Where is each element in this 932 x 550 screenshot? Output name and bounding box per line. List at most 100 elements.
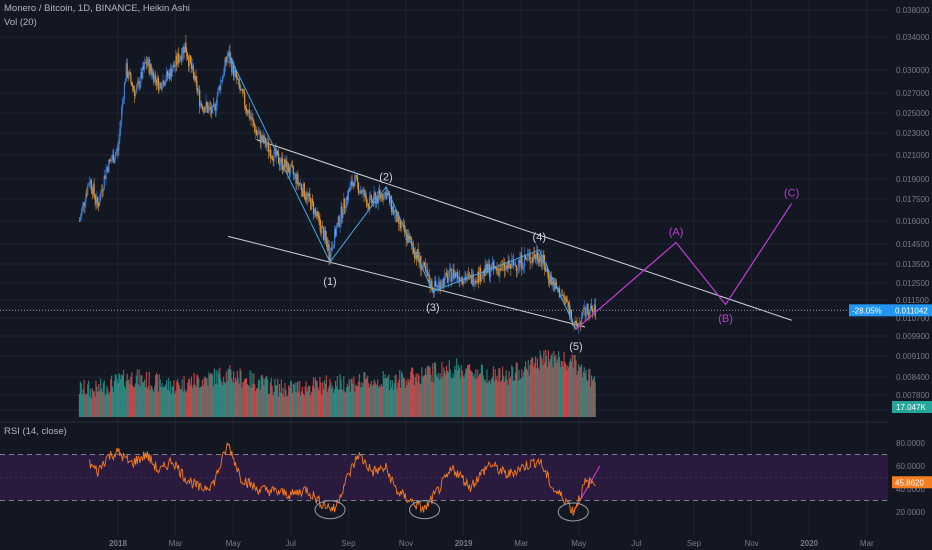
volume-bar-63 bbox=[136, 369, 138, 417]
candle-body-120 bbox=[188, 55, 191, 67]
volume-bar-119 bbox=[188, 378, 190, 417]
candle-body-413 bbox=[457, 276, 460, 278]
candle-body-346 bbox=[396, 214, 398, 223]
candle-body-306 bbox=[359, 190, 361, 192]
rsi-circle-1 bbox=[409, 500, 441, 520]
volume-bar-343 bbox=[393, 383, 395, 417]
candle-body-408 bbox=[453, 268, 455, 279]
volume-bar-209 bbox=[270, 377, 272, 417]
candle-body-481 bbox=[520, 254, 522, 264]
candle-body-526 bbox=[561, 294, 563, 296]
candle-body-91 bbox=[162, 80, 164, 88]
candle-body-524 bbox=[559, 296, 561, 298]
volume-bar-129 bbox=[197, 375, 199, 417]
volume-bar-90 bbox=[161, 383, 163, 417]
volume-bar-299 bbox=[353, 376, 355, 417]
candle-body-203 bbox=[265, 137, 267, 147]
volume-bar-165 bbox=[230, 369, 232, 417]
volume-bar-363 bbox=[412, 367, 414, 417]
candle-body-363 bbox=[412, 243, 414, 247]
candle-body-15 bbox=[92, 184, 94, 195]
candle-body-342 bbox=[392, 206, 394, 215]
candle-body-196 bbox=[258, 131, 260, 134]
volume-bar-302 bbox=[356, 385, 358, 417]
candle-body-121 bbox=[189, 55, 192, 63]
volume-bar-320 bbox=[372, 384, 374, 417]
candle-body-183 bbox=[246, 111, 249, 114]
volume-bar-226 bbox=[286, 396, 288, 417]
candle-body-43 bbox=[118, 139, 120, 151]
candle-body-184 bbox=[247, 110, 249, 114]
volume-bar-189 bbox=[252, 383, 254, 417]
candle-body-390 bbox=[436, 285, 438, 288]
volume-bar-232 bbox=[291, 393, 293, 417]
volume-bar-39 bbox=[114, 374, 116, 417]
volume-bar-54 bbox=[128, 379, 130, 417]
candle-body-250 bbox=[308, 193, 310, 196]
candle-body-445 bbox=[487, 263, 489, 272]
volume-bar-64 bbox=[137, 384, 139, 417]
volume-bar-169 bbox=[233, 383, 236, 417]
volume-bar-270 bbox=[326, 392, 328, 417]
candle-body-494 bbox=[532, 257, 534, 262]
volume-bar-531 bbox=[566, 370, 568, 417]
volume-bar-71 bbox=[144, 379, 146, 417]
candle-body-337 bbox=[388, 194, 390, 196]
volume-bar-223 bbox=[283, 396, 285, 417]
candle-body-357 bbox=[406, 234, 408, 241]
volume-bar-35 bbox=[110, 375, 113, 417]
volume-bar-115 bbox=[184, 389, 186, 417]
volume-bar-529 bbox=[564, 361, 566, 417]
volume-bar-186 bbox=[249, 370, 251, 417]
candle-body-103 bbox=[173, 64, 175, 68]
volume-bar-228 bbox=[288, 385, 290, 417]
volume-bar-562 bbox=[594, 382, 596, 417]
candle-body-30 bbox=[106, 167, 108, 171]
volume-bar-274 bbox=[330, 382, 332, 417]
volume-bar-396 bbox=[442, 376, 444, 417]
volume-bar-439 bbox=[481, 364, 483, 417]
candle-body-299 bbox=[353, 182, 355, 187]
volume-bar-415 bbox=[459, 378, 461, 417]
volume-bar-391 bbox=[437, 372, 439, 417]
volume-bar-159 bbox=[224, 383, 226, 417]
volume-bar-266 bbox=[322, 389, 325, 417]
volume-bar-34 bbox=[110, 379, 112, 417]
candle-body-80 bbox=[152, 72, 154, 76]
volume-bar-427 bbox=[470, 371, 472, 417]
candle-body-541 bbox=[575, 321, 577, 324]
candle-body-467 bbox=[507, 260, 509, 270]
volume-bar-240 bbox=[299, 381, 301, 417]
volume-bar-304 bbox=[357, 381, 360, 417]
candle-body-392 bbox=[438, 281, 440, 283]
volume-bar-201 bbox=[263, 385, 265, 417]
volume-bar-303 bbox=[356, 385, 359, 417]
volume-bar-16 bbox=[93, 391, 95, 417]
volume-bar-104 bbox=[174, 393, 176, 417]
volume-bar-282 bbox=[337, 389, 339, 417]
y-tick-15: 0.009900 bbox=[896, 332, 930, 341]
volume-bar-556 bbox=[589, 368, 591, 417]
volume-bar-473 bbox=[512, 380, 515, 417]
volume-bar-513 bbox=[549, 359, 551, 417]
volume-bar-283 bbox=[338, 389, 340, 417]
candle-body-244 bbox=[302, 183, 304, 197]
candle-body-317 bbox=[369, 195, 371, 197]
candle-body-431 bbox=[474, 280, 476, 285]
candle-body-96 bbox=[166, 71, 169, 76]
volume-bar-262 bbox=[319, 377, 321, 417]
candle-body-560 bbox=[592, 311, 595, 313]
volume-bar-423 bbox=[467, 364, 469, 417]
candle-body-472 bbox=[512, 260, 514, 262]
candle-body-87 bbox=[158, 83, 160, 90]
candle-body-10 bbox=[88, 184, 90, 186]
candle-body-478 bbox=[517, 266, 519, 269]
volume-bar-296 bbox=[350, 379, 352, 417]
volume-bar-538 bbox=[572, 368, 574, 417]
candle-body-386 bbox=[433, 291, 435, 293]
candle-body-535 bbox=[569, 309, 572, 317]
candle-body-312 bbox=[365, 192, 367, 199]
candle-body-458 bbox=[499, 268, 501, 276]
candle-body-115 bbox=[184, 42, 186, 53]
